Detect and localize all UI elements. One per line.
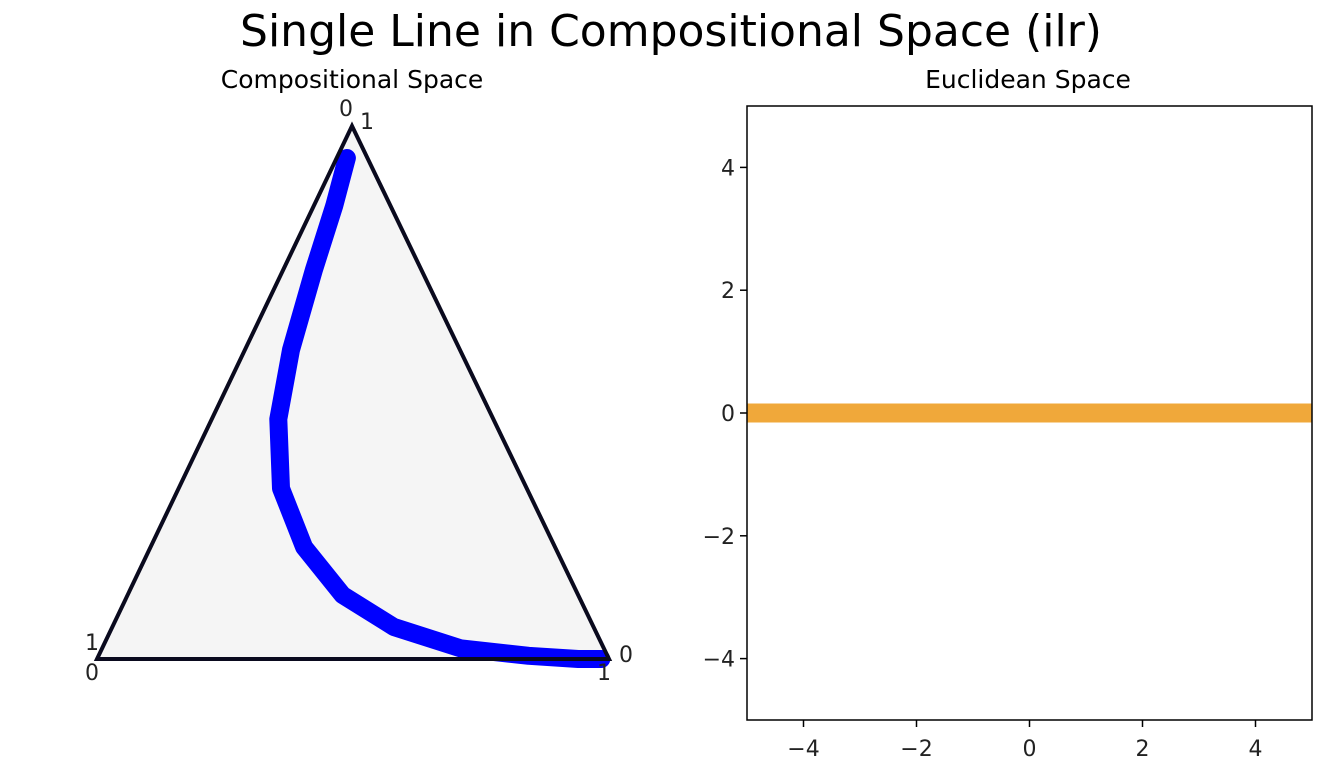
corner-label-bl-1: 1 xyxy=(85,631,99,656)
figure-title: Single Line in Compositional Space (ilr) xyxy=(240,6,1102,57)
x-tick-label: 2 xyxy=(1136,737,1150,762)
corner-label-bl-2: 0 xyxy=(85,661,99,686)
y-tick-label: −4 xyxy=(703,648,735,673)
y-tick-label: 4 xyxy=(721,156,735,181)
corner-label-br-2: 1 xyxy=(597,661,611,686)
y-tick-label: 0 xyxy=(721,402,735,427)
x-tick-label: −4 xyxy=(787,737,819,762)
euclidean-x-ticks: −4 −2 0 2 4 xyxy=(787,720,1263,762)
euclidean-y-ticks: −4 −2 0 2 4 xyxy=(703,156,747,673)
corner-label-top-2: 1 xyxy=(360,110,374,135)
ternary-title: Compositional Space xyxy=(221,65,484,94)
ternary-triangle-fill xyxy=(97,126,609,659)
ternary-plot: Compositional Space 1 0 0 1 0 1 xyxy=(85,65,633,686)
euclidean-plot: Euclidean Space −4 −2 0 2 4 −4 −2 0 2 4 xyxy=(703,65,1313,762)
x-tick-label: 4 xyxy=(1249,737,1263,762)
y-tick-label: −2 xyxy=(703,525,735,550)
euclidean-title: Euclidean Space xyxy=(925,65,1131,94)
x-tick-label: −2 xyxy=(900,737,932,762)
ternary-series-group xyxy=(269,149,611,668)
x-tick-label: 0 xyxy=(1023,737,1037,762)
corner-label-br-1: 0 xyxy=(619,643,633,668)
y-tick-label: 2 xyxy=(721,279,735,304)
ternary-series-line xyxy=(269,149,611,668)
corner-label-top-1: 0 xyxy=(339,97,353,122)
ternary-triangle-edges xyxy=(93,121,613,661)
